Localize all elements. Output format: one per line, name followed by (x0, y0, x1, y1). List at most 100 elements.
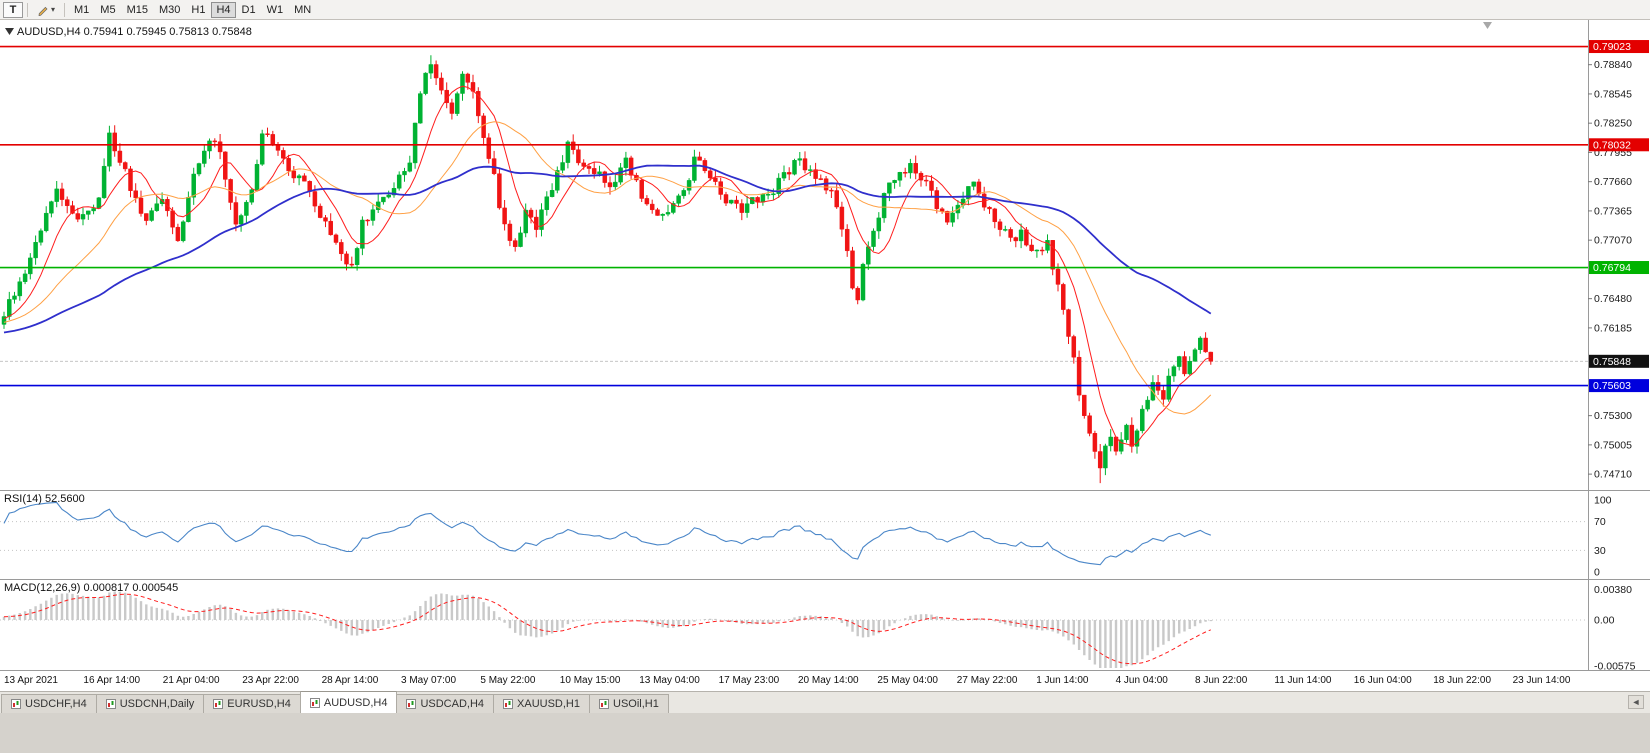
time-axis[interactable]: 13 Apr 2021 16 Apr 14:00 21 Apr 04:00 23 Ap… (4, 675, 1571, 686)
macd-signal-line (3, 593, 1211, 665)
time-axis-label: 13 Apr 2021 (4, 675, 58, 686)
time-axis-label: 4 Jun 04:00 (1116, 675, 1169, 686)
price-axis[interactable]: 0.788400.785450.782500.779550.776600.773… (1588, 59, 1632, 481)
price-line-label-text: 0.79023 (1593, 41, 1631, 53)
timeframe-button-d1[interactable]: D1 (241, 3, 256, 16)
ma-8-line (3, 85, 1211, 447)
chart-tab-icon (11, 699, 21, 709)
time-axis-label: 17 May 23:00 (719, 675, 780, 686)
time-axis-label: 16 Jun 04:00 (1354, 675, 1412, 686)
candle-bodies-up (1, 64, 1203, 469)
chart-tab-icon (105, 699, 116, 709)
candle-bodies-down (59, 64, 1214, 469)
time-axis-label: 13 May 04:00 (639, 675, 700, 686)
timeframe-button-m5[interactable]: M5 (100, 3, 116, 16)
time-axis-label: 23 Jun 14:00 (1513, 675, 1571, 686)
price-axis-label: 0.77660 (1594, 176, 1632, 188)
timeframe-button-h4[interactable]: H4 (211, 1, 236, 18)
chart-tab-icon (599, 699, 609, 709)
time-axis-label: 27 May 22:00 (957, 675, 1018, 686)
time-axis-label: 8 Jun 22:00 (1195, 675, 1248, 686)
top-toolbar: T ▾ M1 M5 M15 M30 H1 H4 D1 W1 MN (0, 0, 1650, 20)
rsi-axis-label: 70 (1594, 516, 1606, 528)
chart-tab-label: AUDUSD,H4 (323, 696, 388, 709)
chart-tab-label: USDCNH,Daily (119, 698, 195, 710)
timeframe-button-h1[interactable]: H1 (191, 3, 206, 16)
window-bottom-area (0, 713, 1650, 753)
chart-window[interactable]: 100 70 30 0 0.00380 0.00 -0.00575 0.78840 0.7854… (0, 20, 1650, 691)
time-axis-label: 1 Jun 14:00 (1036, 675, 1089, 686)
toolbar-separator (64, 2, 66, 17)
chart-tab-label: XAUUSD,H1 (517, 698, 580, 710)
timeframe-button-m1[interactable]: M1 (74, 3, 90, 16)
chart-tab-icon (213, 699, 224, 709)
rsi-axis-label: 30 (1594, 545, 1606, 557)
macd-axis-label: -0.00575 (1594, 661, 1636, 673)
chart-tab-icon (503, 699, 514, 709)
price-axis-label: 0.74710 (1594, 469, 1632, 481)
time-axis-label: 28 Apr 14:00 (322, 675, 379, 686)
price-line-label (1589, 261, 1649, 275)
price-axis-label: 0.76185 (1594, 322, 1632, 334)
rsi-axis[interactable]: 100 70 30 0 (1594, 495, 1612, 579)
time-axis-label: 18 Jun 22:00 (1433, 675, 1491, 686)
chart-ohlc-title: AUDUSD,H4 0.75941 0.75945 0.75813 0.7584… (17, 26, 252, 38)
time-axis-label: 16 Apr 14:00 (83, 675, 140, 686)
dropdown-arrow-icon: ▾ (51, 5, 56, 14)
timeframe-button-m15[interactable]: M15 (126, 3, 148, 16)
macd-header: MACD(12,26,9) 0.000817 0.000545 (4, 582, 178, 594)
ma-55-line (3, 164, 1212, 334)
chart-tab-icon (309, 697, 320, 708)
price-line-label (1589, 379, 1649, 393)
current-price-label-text: 0.75848 (1593, 356, 1631, 368)
toolbar-separator (27, 2, 28, 17)
pencil-icon (38, 6, 48, 16)
chart-canvas[interactable]: 100 70 30 0 0.00380 0.00 -0.00575 0.78840 0.7854… (0, 20, 1650, 691)
rsi-line (3, 501, 1211, 566)
time-axis-label: 21 Apr 04:00 (163, 675, 220, 686)
chart-tab-usdchf[interactable]: USDCHF,H4 (1, 694, 97, 713)
rsi-axis-label: 0 (1594, 567, 1600, 579)
chart-tab-xauusd[interactable]: XAUUSD,H1 (493, 694, 590, 713)
chart-tab-label: USOil,H1 (613, 698, 659, 710)
macd-axis-label: 0.00380 (1594, 584, 1632, 596)
time-axis-label: 5 May 22:00 (480, 675, 535, 686)
current-price-label (1589, 354, 1649, 368)
candle-wicks-down (61, 60, 1212, 484)
price-axis-label: 0.78545 (1594, 88, 1632, 100)
price-axis-label: 0.77070 (1594, 235, 1632, 247)
chart-tab-audusd[interactable]: AUDUSD,H4 (299, 691, 398, 713)
candle-wicks-up (3, 55, 1201, 476)
timeframe-button-w1[interactable]: W1 (266, 3, 284, 16)
price-axis-label: 0.78250 (1594, 118, 1632, 130)
timeframe-button-m30[interactable]: M30 (158, 3, 181, 16)
price-line-label-text: 0.78032 (1593, 139, 1631, 151)
chart-tab-bar: USDCHF,H4 USDCNH,Daily EURUSD,H4 AUDUSD,H4 U… (0, 691, 1650, 713)
tab-scroll-left-button[interactable]: ◄ (1628, 695, 1644, 709)
macd-axis[interactable]: 0.00380 0.00 -0.00575 (1594, 584, 1636, 672)
timeframe-group: M1 M5 M15 M30 H1 H4 D1 W1 MN (69, 1, 316, 18)
price-axis-label: 0.77365 (1594, 205, 1632, 217)
price-axis-label: 0.75005 (1594, 439, 1632, 451)
chart-tab-strip: USDCHF,H4 USDCNH,Daily EURUSD,H4 AUDUSD,H4 U… (1, 691, 669, 713)
price-line-label-text: 0.76794 (1593, 262, 1631, 274)
chart-tab-usdcnh[interactable]: USDCNH,Daily (95, 694, 205, 713)
price-axis-label: 0.76480 (1594, 293, 1632, 305)
price-line-label (1589, 138, 1649, 152)
templates-button[interactable]: T (3, 1, 23, 18)
price-axis-label: 0.78840 (1594, 59, 1632, 71)
draw-tool-button[interactable]: ▾ (32, 2, 60, 18)
chart-tab-usdcad[interactable]: USDCAD,H4 (396, 694, 495, 713)
chart-tab-usoil[interactable]: USOil,H1 (589, 694, 669, 713)
symbol-marker-icon (5, 28, 14, 35)
ma-21-line (3, 121, 1212, 415)
macd-histogram (2, 591, 1212, 668)
chart-tab-label: EURUSD,H4 (227, 698, 291, 710)
time-axis-label: 11 Jun 14:00 (1274, 675, 1332, 686)
chart-shift-marker[interactable] (1483, 22, 1492, 29)
chart-tab-label: USDCAD,H4 (420, 698, 485, 710)
time-axis-label: 23 Apr 22:00 (242, 675, 299, 686)
timeframe-button-mn[interactable]: MN (294, 3, 312, 16)
time-axis-label: 3 May 07:00 (401, 675, 456, 686)
chart-tab-eurusd[interactable]: EURUSD,H4 (203, 694, 301, 713)
